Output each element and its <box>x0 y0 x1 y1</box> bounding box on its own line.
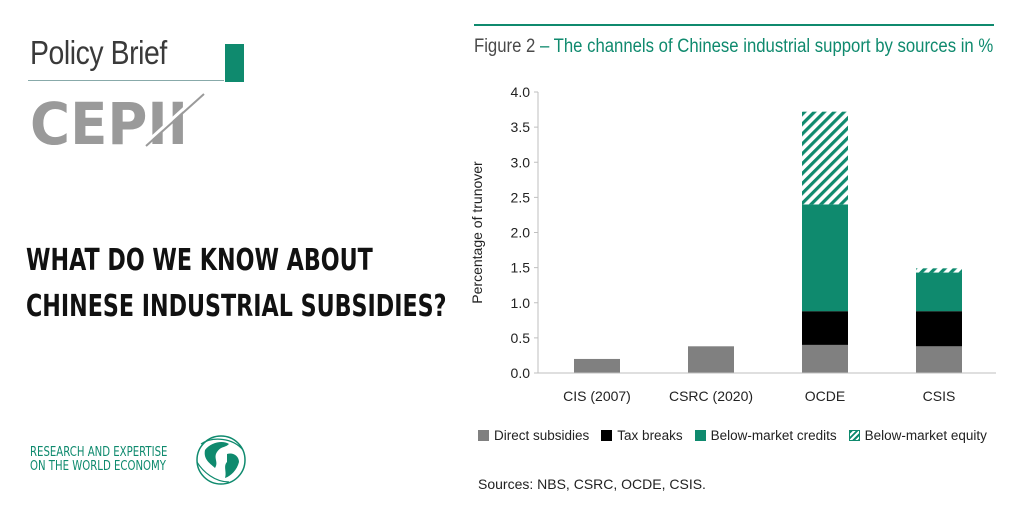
headline-line-2: CHINESE INDUSTRIAL SUBSIDIES? <box>26 289 447 324</box>
y-tick-label: 0.0 <box>511 365 531 381</box>
headline: WHAT DO WE KNOW ABOUT CHINESE INDUSTRIAL… <box>26 238 447 330</box>
figure-caption: The channels of Chinese industrial suppo… <box>553 36 994 57</box>
y-tick-label: 2.0 <box>511 225 531 241</box>
cepii-logo-text: CEPII <box>30 90 188 152</box>
legend-item: Below-market equity <box>848 428 987 443</box>
y-tick-label: 3.5 <box>511 119 531 135</box>
legend-label: Direct subsidies <box>494 428 590 443</box>
chart-top-rule <box>474 24 994 26</box>
globe-icon <box>196 435 246 485</box>
legend-label: Tax breaks <box>617 428 683 443</box>
y-tick-label: 3.0 <box>511 154 531 170</box>
x-tick-label: CIS (2007) <box>563 388 631 404</box>
brand-accent-square <box>225 44 244 82</box>
headline-line-1: WHAT DO WE KNOW ABOUT <box>26 243 373 278</box>
figure-separator: – <box>535 36 554 57</box>
legend-label: Below-market equity <box>864 428 987 443</box>
legend-item: Tax breaks <box>601 428 683 443</box>
bar-segment-direct-subsidies <box>802 344 848 373</box>
legend-item: Direct subsidies <box>478 428 589 443</box>
x-tick-label: OCDE <box>805 388 845 404</box>
y-tick-label: 4.0 <box>511 84 531 100</box>
bar-segment-below-market-credits <box>916 272 962 312</box>
stacked-bar-chart: Percentage of trunover 0.0 0.5 1.0 1.5 2.0 2.… <box>469 84 996 404</box>
bar-segment-below-market-equity <box>802 111 848 205</box>
tagline: RESEARCH AND EXPERTISE ON THE WORLD ECON… <box>30 446 206 474</box>
bar-segment-direct-subsidies <box>574 358 620 373</box>
bar-segment-below-market-equity <box>916 268 962 273</box>
y-tick-label: 1.5 <box>511 260 531 276</box>
chart-title: Figure 2 – The channels of Chinese indus… <box>474 36 993 58</box>
legend-swatch <box>848 430 860 441</box>
y-tick-label: 1.0 <box>511 295 531 311</box>
bar-segment-tax-breaks <box>916 311 962 347</box>
bar-segment-direct-subsidies <box>688 346 734 373</box>
legend-swatch <box>694 430 706 441</box>
x-tick-label: CSIS <box>923 388 956 404</box>
y-axis-title: Percentage of trunover <box>469 161 485 304</box>
tagline-line-2: ON THE WORLD ECONOMY <box>30 459 166 474</box>
chart-sources: Sources: NBS, CSRC, OCDE, CSIS. <box>478 476 706 492</box>
y-tick-label: 2.5 <box>511 189 531 205</box>
tagline-line-1: RESEARCH AND EXPERTISE <box>30 445 168 460</box>
legend-label: Below-market credits <box>710 428 837 443</box>
legend-swatch <box>478 430 489 441</box>
bar-segment-below-market-credits <box>802 204 848 312</box>
title-underline <box>28 80 224 81</box>
bar-segment-direct-subsidies <box>916 346 962 373</box>
legend-item: Below-market credits <box>694 428 837 443</box>
policy-brief-title: Policy Brief <box>30 34 167 71</box>
bar-segment-tax-breaks <box>802 311 848 345</box>
legend-swatch <box>601 430 613 441</box>
cepii-logo: CEPII <box>30 90 205 152</box>
chart-legend: Direct subsidies Tax breaks Below-market c… <box>478 428 987 443</box>
x-tick-label: CSRC (2020) <box>669 388 753 404</box>
figure-label: Figure 2 <box>474 36 536 57</box>
y-tick-label: 0.5 <box>511 330 531 346</box>
